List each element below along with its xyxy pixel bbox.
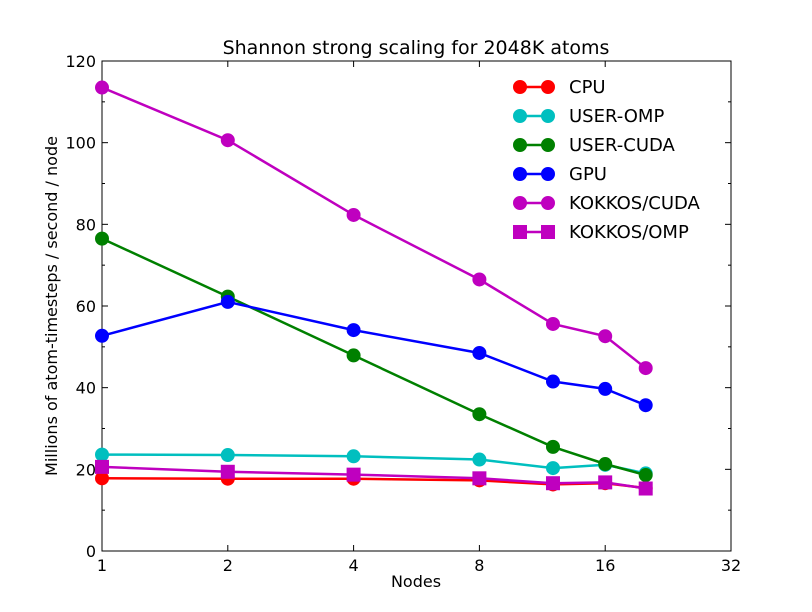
- data-point-user-omp: [95, 447, 109, 462]
- data-point-kokkos-omp: [472, 471, 487, 486]
- legend-marker: [513, 196, 527, 210]
- data-point-gpu: [472, 345, 487, 360]
- y-tick-label: 20: [76, 460, 96, 479]
- legend-label: USER-CUDA: [569, 135, 676, 156]
- x-tick-label: 4: [349, 556, 359, 575]
- y-tick-label: 60: [76, 297, 96, 316]
- legend-item-cpu: CPU: [513, 77, 606, 98]
- legend-marker: [513, 225, 527, 239]
- series-gpu: [95, 294, 653, 413]
- data-point-kokkos-cuda: [95, 80, 109, 95]
- legend-item-kokkos-omp: KOKKOS/OMP: [513, 222, 689, 243]
- data-point-user-cuda: [545, 439, 560, 454]
- chart-title: Shannon strong scaling for 2048K atoms: [223, 37, 610, 59]
- y-tick-label: 120: [65, 52, 96, 71]
- legend-marker: [513, 80, 527, 94]
- data-point-kokkos-omp: [346, 467, 361, 482]
- data-point-kokkos-omp: [95, 459, 109, 474]
- series-kokkos-cuda: [95, 80, 653, 376]
- y-tick-label: 40: [76, 379, 96, 398]
- legend-item-user-omp: USER-OMP: [513, 106, 664, 127]
- data-point-user-cuda: [346, 348, 361, 363]
- x-tick-label: 8: [474, 556, 484, 575]
- legend-marker: [541, 138, 555, 152]
- x-tick-label: 2: [223, 556, 233, 575]
- data-point-gpu: [598, 381, 613, 396]
- data-point-kokkos-omp: [638, 481, 653, 496]
- legend-label: CPU: [569, 77, 606, 98]
- x-axis: 1 2 4 8 16 32: [97, 61, 741, 575]
- legend-marker: [513, 167, 527, 181]
- legend-label: USER-OMP: [569, 106, 664, 127]
- legend-item-gpu: GPU: [513, 164, 607, 185]
- legend-item-user-cuda: USER-CUDA: [513, 135, 676, 156]
- legend-marker: [541, 80, 555, 94]
- y-tick-label: 0: [86, 542, 96, 561]
- data-point-user-omp: [220, 448, 235, 463]
- y-axis-label: Millions of atom-timesteps / second / no…: [42, 136, 61, 476]
- y-tick-label: 80: [76, 215, 96, 234]
- x-tick-label: 1: [97, 556, 107, 575]
- legend-marker: [513, 138, 527, 152]
- series-kokkos-omp: [95, 459, 653, 496]
- x-tick-label: 32: [721, 556, 741, 575]
- data-point-gpu: [95, 328, 109, 343]
- data-point-user-cuda: [472, 407, 487, 422]
- data-point-user-cuda: [638, 468, 653, 483]
- data-point-kokkos-omp: [220, 464, 235, 479]
- data-point-kokkos-cuda: [472, 272, 487, 287]
- data-point-kokkos-cuda: [220, 133, 235, 148]
- legend-label: KOKKOS/CUDA: [569, 193, 701, 214]
- x-tick-label: 16: [595, 556, 615, 575]
- data-point-kokkos-cuda: [545, 316, 560, 331]
- data-point-gpu: [545, 374, 560, 389]
- data-point-user-omp: [346, 449, 361, 464]
- x-axis-label: Nodes: [391, 572, 441, 591]
- legend-marker: [541, 225, 555, 239]
- legend: CPU USER-OMP USER-CUDA GPU KOKKOS/CUDA KOKKOS…: [513, 77, 701, 243]
- data-point-gpu: [220, 294, 235, 309]
- y-tick-label: 100: [65, 134, 96, 153]
- data-point-kokkos-cuda: [346, 207, 361, 222]
- data-point-kokkos-cuda: [598, 329, 613, 344]
- y-axis: 0 20 40 60 80 100 120: [65, 52, 731, 561]
- data-point-gpu: [638, 398, 653, 413]
- data-point-gpu: [346, 323, 361, 338]
- legend-marker: [541, 196, 555, 210]
- legend-label: GPU: [569, 164, 607, 185]
- data-point-user-omp: [472, 452, 487, 467]
- data-point-kokkos-omp: [545, 476, 560, 491]
- data-point-kokkos-omp: [598, 475, 613, 490]
- legend-item-kokkos-cuda: KOKKOS/CUDA: [513, 193, 701, 214]
- data-point-user-cuda: [95, 231, 109, 246]
- legend-marker: [541, 167, 555, 181]
- legend-label: KOKKOS/OMP: [569, 222, 689, 243]
- series-layer: [95, 80, 653, 496]
- data-point-user-omp: [545, 461, 560, 476]
- data-point-kokkos-cuda: [638, 361, 653, 376]
- data-point-user-cuda: [598, 457, 613, 472]
- legend-marker: [513, 109, 527, 123]
- legend-marker: [541, 109, 555, 123]
